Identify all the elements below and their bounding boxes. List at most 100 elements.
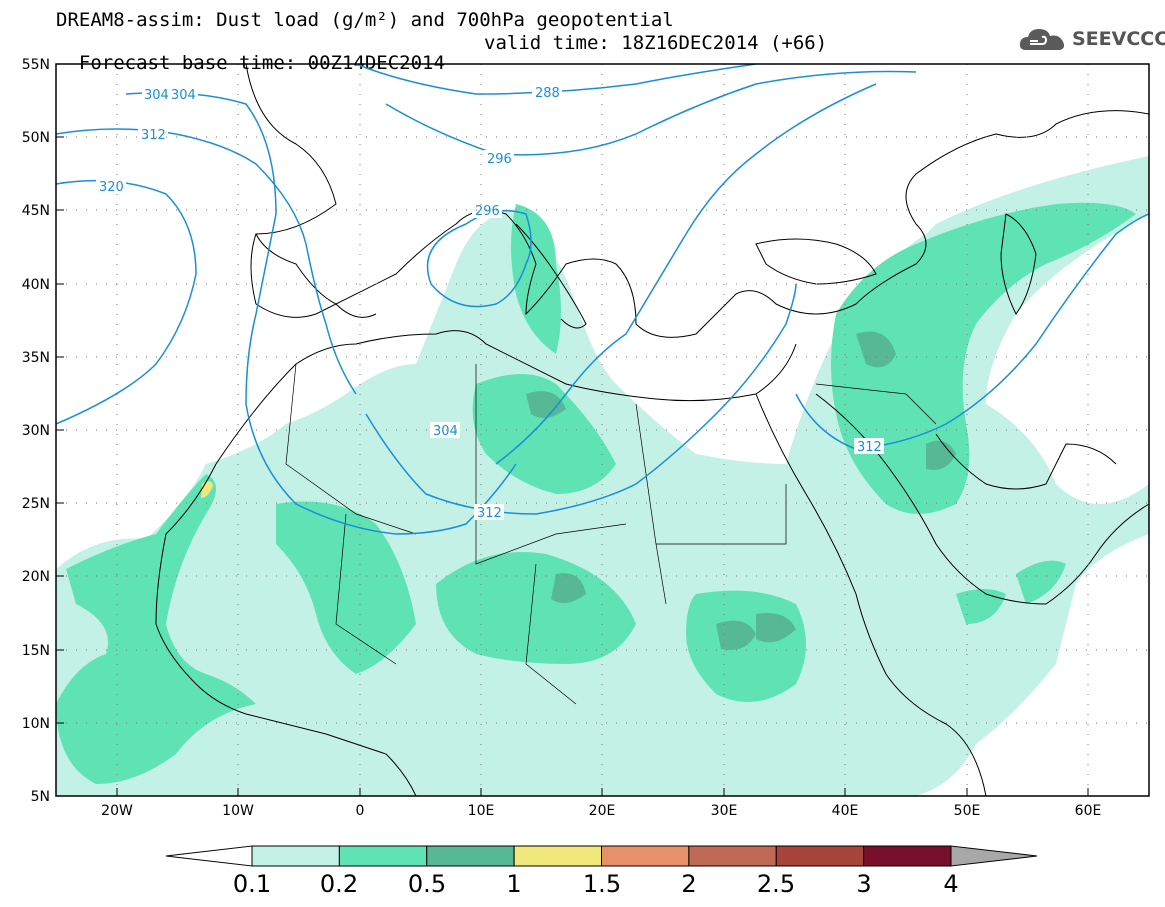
colorbar-label: 1 [506,870,522,898]
contour-label-bg [474,504,504,520]
lon-label: 50E [954,803,981,819]
lat-label: 25N [22,496,50,512]
dust-map: 304 304 288 312 296 320 296 304 312 312 [22,57,1150,819]
contour-304-west [125,92,517,535]
lon-label: 40E [832,803,859,819]
contour-label-288: 288 [535,86,560,101]
contour-label-bg [138,126,168,142]
colorbar-segment [426,845,515,867]
dust-0.2-chad [436,552,636,664]
colorbar-segment [513,845,602,867]
dust-0.5-sudan [716,613,796,650]
dust-0.2-sahara [276,501,416,674]
border-7 [815,383,937,425]
contour-label-bg [854,438,884,454]
contour-label-296b: 296 [475,204,500,219]
contour-label-bg [484,150,514,166]
country-borders [285,363,937,705]
border-5 [335,513,397,665]
contour-312-south [365,283,797,515]
lat-label: 50N [22,130,50,146]
lon-label: 10W [222,803,254,819]
colorbar-label: 1.5 [582,870,622,898]
lat-label: 10N [22,716,50,732]
red-sea-coast [755,393,987,797]
contour-label-304a: 304 [144,88,169,103]
contour-label-bg [532,84,562,100]
valid-time-label: valid time: 18Z16DEC2014 (+66) [484,32,828,54]
lon-labels: 20W 10W 0 10E 20E 30E 40E 50E 60E [101,803,1101,819]
border-2 [475,364,627,565]
contour-label-312a: 312 [141,128,166,143]
lon-label: 10E [468,803,495,819]
north-africa-coast [215,330,797,465]
colorbar-segment [775,845,865,867]
lon-label: 30E [711,803,738,819]
colorbar-over-triangle [950,845,1038,867]
black-sea-coast [755,238,877,285]
lon-label: 20E [589,803,616,819]
contour-label-bg [96,178,126,194]
arabia-coast [815,393,1150,605]
lat-label: 40N [22,277,50,293]
lon-label: 20W [101,803,133,819]
contour-296-loop [426,209,532,308]
lat-label: 30N [22,423,50,439]
border-4 [656,484,787,545]
dust-shading [56,156,1149,796]
dust-0.2-west [56,474,256,784]
lon-label: 60E [1075,803,1102,819]
colorbar-segment [863,845,952,867]
colorbar-segment [251,845,340,867]
dust-0.2-arabia [956,560,1066,624]
geopotential-contours [55,63,1150,535]
caspian-coast [1000,213,1037,315]
contour-312-east [795,213,1150,450]
colorbar-segments [165,845,1038,867]
persian-gulf-coast [935,433,1117,490]
logo-text: SEEVCCC [1072,28,1165,50]
lat-label: 45N [22,203,50,219]
colorbar-label: 2 [681,870,697,898]
contour-label-bg [430,422,460,438]
contour-320 [55,179,197,425]
dust-0.2-libya [472,204,616,494]
contour-296 [385,70,917,156]
contour-label-312c: 312 [857,440,882,455]
gridlines [56,64,1149,796]
contour-label-group: 304 304 288 312 296 320 296 304 312 312 [96,84,884,521]
coastlines [155,63,1150,797]
lat-label: 35N [22,350,50,366]
dust-0.2-iraq [831,202,1136,514]
contour-label-304b: 304 [171,88,196,103]
colorbar-label: 0.2 [319,870,359,898]
italy-coast [515,223,587,329]
base-time-label: Forecast base time: 00Z14DEC2014 [78,52,445,74]
colorbar-label: 3 [856,870,872,898]
contour-label-bg [142,86,198,102]
contour-label-320: 320 [99,180,124,195]
colorbar-under-triangle [165,845,253,867]
lat-label: 5N [31,789,50,805]
dust-0.5-libya [526,391,586,603]
border-6 [525,563,577,705]
lat-labels: 55N 50N 45N 40N 35N 30N 25N 20N 15N 10N … [22,57,50,805]
colorbar-label: 2.5 [756,870,796,898]
colorbar-segment [338,845,428,867]
colorbar-label: 0.1 [232,870,272,898]
colorbar-label: 4 [943,870,959,898]
dust-0.5-iraq [856,331,956,470]
contour-label-296a: 296 [487,152,512,167]
seevccc-logo: SEEVCCC [1018,24,1165,54]
contour-label-312b: 312 [477,506,502,521]
contour-label-304c: 304 [433,424,458,439]
map-title: DREAM8-assim: Dust load (g/m²) and 700hP… [56,9,674,31]
border-1 [285,363,417,535]
lon-label: 0 [356,803,365,819]
map-subtitle: Forecast base time: 00Z14DEC2014 valid t… [56,33,827,93]
colorbar-segment [688,845,777,867]
lat-label: 55N [22,57,50,73]
lat-label: 20N [22,569,50,585]
colorbar-segment [601,845,690,867]
